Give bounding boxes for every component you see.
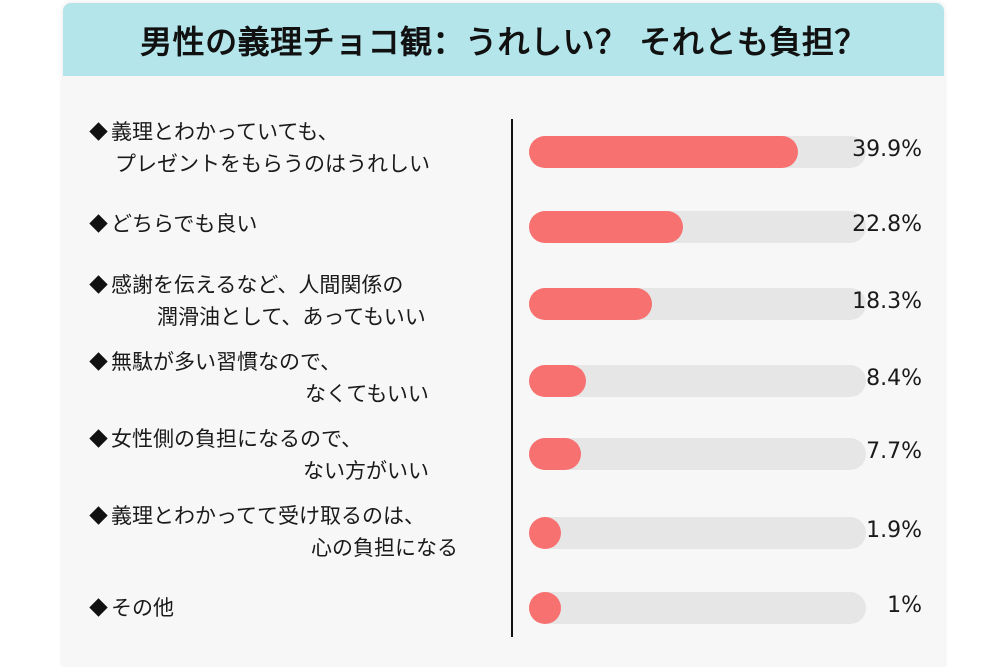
label-line-1: その他 (111, 596, 174, 620)
bar-fill (529, 365, 586, 397)
category-label: 無駄が多い習慣なので、 なくてもいい (89, 346, 499, 410)
label-line-1: 義理とわかっていても、 (111, 120, 339, 144)
bar-fill (529, 438, 581, 470)
label-line-1: 女性側の負担になるので、 (111, 427, 363, 451)
label-line-2: なくてもいい (305, 382, 429, 406)
bar-track (529, 288, 866, 320)
bar-fill (529, 592, 561, 624)
value-label: 1% (887, 593, 922, 618)
diamond-bullet-icon (89, 598, 108, 617)
label-line-2: ない方がいい (303, 459, 429, 483)
label-line-2: 潤滑油として、あってもいい (157, 305, 426, 329)
label-line-1: 感謝を伝えるなど、人間関係の (111, 273, 404, 297)
bar-track (529, 211, 866, 243)
bar-track (529, 438, 866, 470)
category-label: どちらでも良い (89, 208, 499, 240)
value-label: 1.9% (866, 518, 922, 543)
diamond-bullet-icon (89, 275, 108, 294)
bar-fill (529, 288, 653, 320)
label-line-2: プレゼントをもらうのはうれしい (115, 152, 430, 176)
value-label: 8.4% (866, 366, 922, 391)
value-label: 18.3% (852, 289, 922, 314)
axis-divider (511, 119, 513, 637)
bar-track (529, 592, 866, 624)
value-label: 39.9% (852, 137, 922, 162)
chart-card: 男性の義理チョコ観：うれしい？ それとも負担？ 義理とわかっていても、 プレゼン… (63, 3, 944, 667)
label-line-1: どちらでも良い (111, 212, 258, 236)
category-label: 義理とわかってて受け取るのは、 心の負担になる (89, 500, 499, 564)
chart-title: 男性の義理チョコ観：うれしい？ それとも負担？ (140, 22, 867, 61)
value-label: 7.7% (866, 439, 922, 464)
diamond-bullet-icon (89, 429, 108, 448)
bar-track (529, 136, 866, 168)
value-label: 22.8% (852, 212, 922, 237)
category-label: 女性側の負担になるので、 ない方がいい (89, 423, 499, 487)
label-line-1: 義理とわかってて受け取るのは、 (111, 504, 425, 528)
bar-fill (529, 211, 683, 243)
bar-fill (529, 136, 798, 168)
diamond-bullet-icon (89, 506, 108, 525)
diamond-bullet-icon (89, 214, 108, 233)
diamond-bullet-icon (89, 352, 108, 371)
chart-header: 男性の義理チョコ観：うれしい？ それとも負担？ (63, 3, 944, 76)
category-label: その他 (89, 592, 499, 624)
bar-fill (529, 517, 561, 549)
diamond-bullet-icon (89, 122, 108, 141)
category-label: 感謝を伝えるなど、人間関係の 潤滑油として、あってもいい (89, 269, 499, 333)
bar-track (529, 365, 866, 397)
bar-track (529, 517, 866, 549)
label-line-2: 心の負担になる (311, 536, 458, 560)
label-line-1: 無駄が多い習慣なので、 (111, 350, 342, 374)
category-label: 義理とわかっていても、 プレゼントをもらうのはうれしい (89, 116, 499, 180)
